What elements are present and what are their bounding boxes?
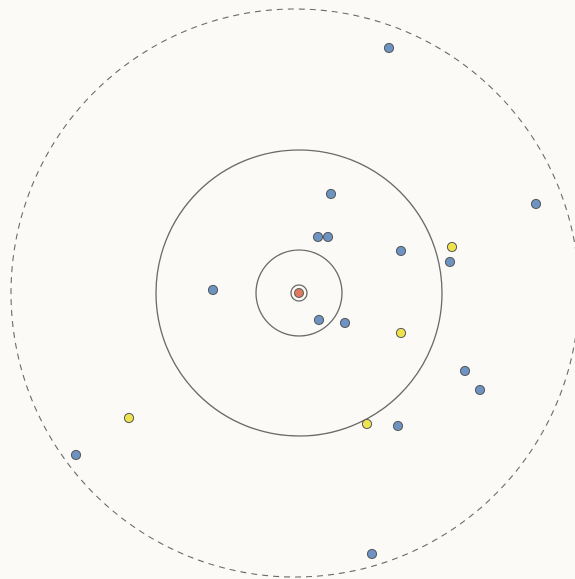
dot-blue — [70, 449, 82, 461]
ring-inner — [255, 249, 343, 337]
dot-blue — [325, 188, 337, 200]
dot-yellow — [446, 241, 458, 253]
ring-middle — [155, 149, 443, 437]
dot-yellow — [123, 412, 135, 424]
dot-blue — [312, 231, 324, 243]
dot-blue — [444, 256, 456, 268]
dot-blue — [366, 548, 378, 560]
dot-blue — [392, 420, 404, 432]
dot-blue — [339, 317, 351, 329]
ring-center-marker — [290, 284, 308, 302]
dot-yellow — [395, 327, 407, 339]
dot-blue — [474, 384, 486, 396]
dots-layer — [70, 42, 542, 560]
center-dot — [294, 288, 304, 298]
rings-layer — [10, 8, 575, 578]
dot-blue — [530, 198, 542, 210]
dot-blue — [395, 245, 407, 257]
dot-yellow — [361, 418, 373, 430]
dot-blue — [383, 42, 395, 54]
dot-blue — [207, 284, 219, 296]
dot-blue — [459, 365, 471, 377]
ring-outer — [10, 8, 575, 578]
dot-blue — [322, 231, 334, 243]
dot-blue — [313, 314, 325, 326]
